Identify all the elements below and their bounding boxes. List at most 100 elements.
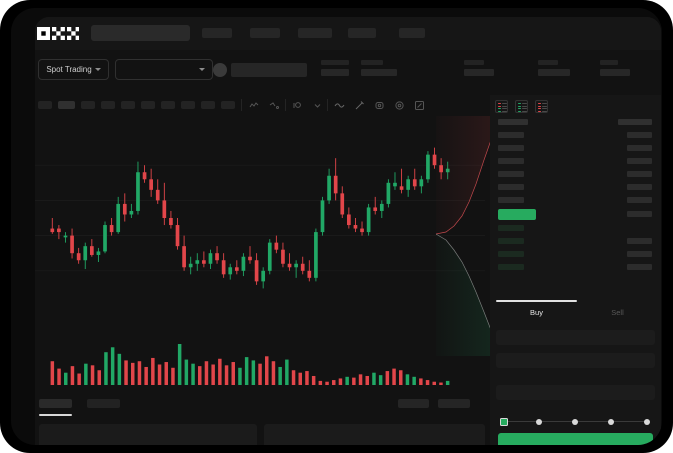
- stat-label: [600, 60, 618, 65]
- wave-icon[interactable]: [333, 99, 346, 112]
- stat-block-4: [538, 60, 570, 76]
- bottom-action-2[interactable]: [438, 399, 470, 408]
- coin-avatar: [213, 63, 227, 77]
- line-chart-icon[interactable]: [268, 99, 281, 112]
- orderbook-ask-row[interactable]: [498, 171, 524, 177]
- amount-slider[interactable]: [500, 417, 652, 426]
- pencil-icon[interactable]: [353, 99, 366, 112]
- timeframe-2[interactable]: [58, 101, 75, 109]
- volume-chart: [35, 338, 485, 393]
- top-navigation-bar: [35, 17, 661, 50]
- orderbook-bid-row[interactable]: [498, 251, 524, 257]
- toolbar-divider: [241, 99, 242, 111]
- slider-step-75[interactable]: [608, 418, 614, 425]
- orderbook-header-price: [498, 119, 528, 125]
- timeframe-9[interactable]: [201, 101, 215, 109]
- slider-step-100[interactable]: [644, 418, 650, 425]
- candlestick-chart[interactable]: [35, 116, 485, 316]
- orderbook-ask-amount: [627, 197, 652, 203]
- nav-item-5[interactable]: [399, 28, 425, 38]
- orderbook-ask-amount: [627, 158, 652, 164]
- slider-step-50[interactable]: [572, 418, 578, 425]
- order-book-panel: Buy Sell: [490, 95, 661, 445]
- nav-item-1[interactable]: [202, 28, 232, 38]
- trading-pair-selector[interactable]: [115, 59, 213, 80]
- stat-value: [361, 69, 397, 76]
- timeframe-7[interactable]: [161, 101, 175, 109]
- active-tab-underline: [39, 414, 72, 416]
- order-amount-field[interactable]: [496, 353, 655, 368]
- orderbook-both-icon[interactable]: [495, 100, 508, 113]
- orderbook-bid-amount: [627, 238, 652, 244]
- toolbar-divider: [285, 99, 286, 111]
- orderbook-ask-row[interactable]: [498, 158, 524, 164]
- candlestick-icon[interactable]: [248, 99, 261, 112]
- stat-value: [321, 69, 349, 76]
- search-input[interactable]: [91, 25, 190, 41]
- slider-handle[interactable]: [500, 417, 508, 426]
- order-price-field[interactable]: [496, 330, 655, 345]
- orderbook-ask-row[interactable]: [498, 184, 524, 190]
- chevron-down-icon: [199, 68, 205, 71]
- indicators-icon[interactable]: [291, 99, 304, 112]
- orderbook-asks-icon[interactable]: [535, 100, 548, 113]
- orderbook-bid-row[interactable]: [498, 225, 524, 231]
- orderbook-ask-amount: [627, 145, 652, 151]
- orderbook-ask-row[interactable]: [498, 197, 524, 203]
- trading-mode-selector[interactable]: Spot Trading: [38, 59, 109, 80]
- orderbook-bid-row[interactable]: [498, 264, 524, 270]
- magnet-icon[interactable]: [373, 99, 386, 112]
- stat-label: [361, 60, 383, 65]
- stat-value: [464, 69, 494, 76]
- stat-value: [600, 69, 630, 76]
- timeframe-6[interactable]: [141, 101, 155, 109]
- stat-block-1: [321, 60, 349, 76]
- nav-item-4[interactable]: [348, 28, 376, 38]
- orderbook-last-price: [498, 209, 536, 220]
- orderbook-ask-row[interactable]: [498, 145, 524, 151]
- tab-sell[interactable]: Sell: [611, 308, 624, 317]
- timeframe-5[interactable]: [121, 101, 135, 109]
- stat-label: [538, 60, 558, 65]
- tab-buy[interactable]: Buy: [530, 308, 543, 317]
- stat-label: [464, 60, 484, 65]
- nav-item-3[interactable]: [298, 28, 332, 38]
- stat-block-2: [361, 60, 397, 76]
- orderbook-bid-row[interactable]: [498, 238, 524, 244]
- stat-value: [538, 69, 570, 76]
- market-subheader: Spot Trading: [35, 50, 661, 95]
- orderbook-ask-amount: [627, 211, 652, 217]
- slider-step-25[interactable]: [536, 418, 542, 425]
- bottom-tab-2[interactable]: [87, 399, 120, 408]
- stat-block-3: [464, 60, 494, 76]
- orderbook-header-amount: [618, 119, 652, 125]
- order-total-field[interactable]: [496, 385, 655, 400]
- active-tab-underline: [496, 300, 577, 302]
- timeframe-3[interactable]: [81, 101, 95, 109]
- timeframe-1[interactable]: [38, 101, 52, 109]
- nav-item-2[interactable]: [250, 28, 280, 38]
- pair-name-placeholder: [231, 63, 307, 77]
- chevron-down-icon[interactable]: [311, 99, 324, 112]
- chevron-down-icon: [94, 68, 101, 71]
- orderbook-ask-amount: [627, 132, 652, 138]
- timeframe-10[interactable]: [221, 101, 235, 109]
- bottom-panel-right[interactable]: [264, 424, 485, 445]
- fullscreen-icon[interactable]: [413, 99, 426, 112]
- order-form-tabs: Buy Sell: [496, 300, 656, 326]
- timeframe-8[interactable]: [181, 101, 195, 109]
- stat-label: [321, 60, 349, 65]
- order-book-rows: [490, 119, 661, 294]
- orderbook-ask-amount: [627, 184, 652, 190]
- submit-order-button[interactable]: [498, 433, 653, 445]
- orderbook-ask-amount: [627, 171, 652, 177]
- orderbook-bids-icon[interactable]: [515, 100, 528, 113]
- timeframe-4[interactable]: [101, 101, 115, 109]
- orderbook-ask-row[interactable]: [498, 132, 524, 138]
- settings-icon[interactable]: [393, 99, 406, 112]
- bottom-action-1[interactable]: [398, 399, 429, 408]
- okx-logo-icon[interactable]: [37, 27, 79, 40]
- bottom-tab-1[interactable]: [39, 399, 72, 408]
- bottom-panel-left[interactable]: [39, 424, 257, 445]
